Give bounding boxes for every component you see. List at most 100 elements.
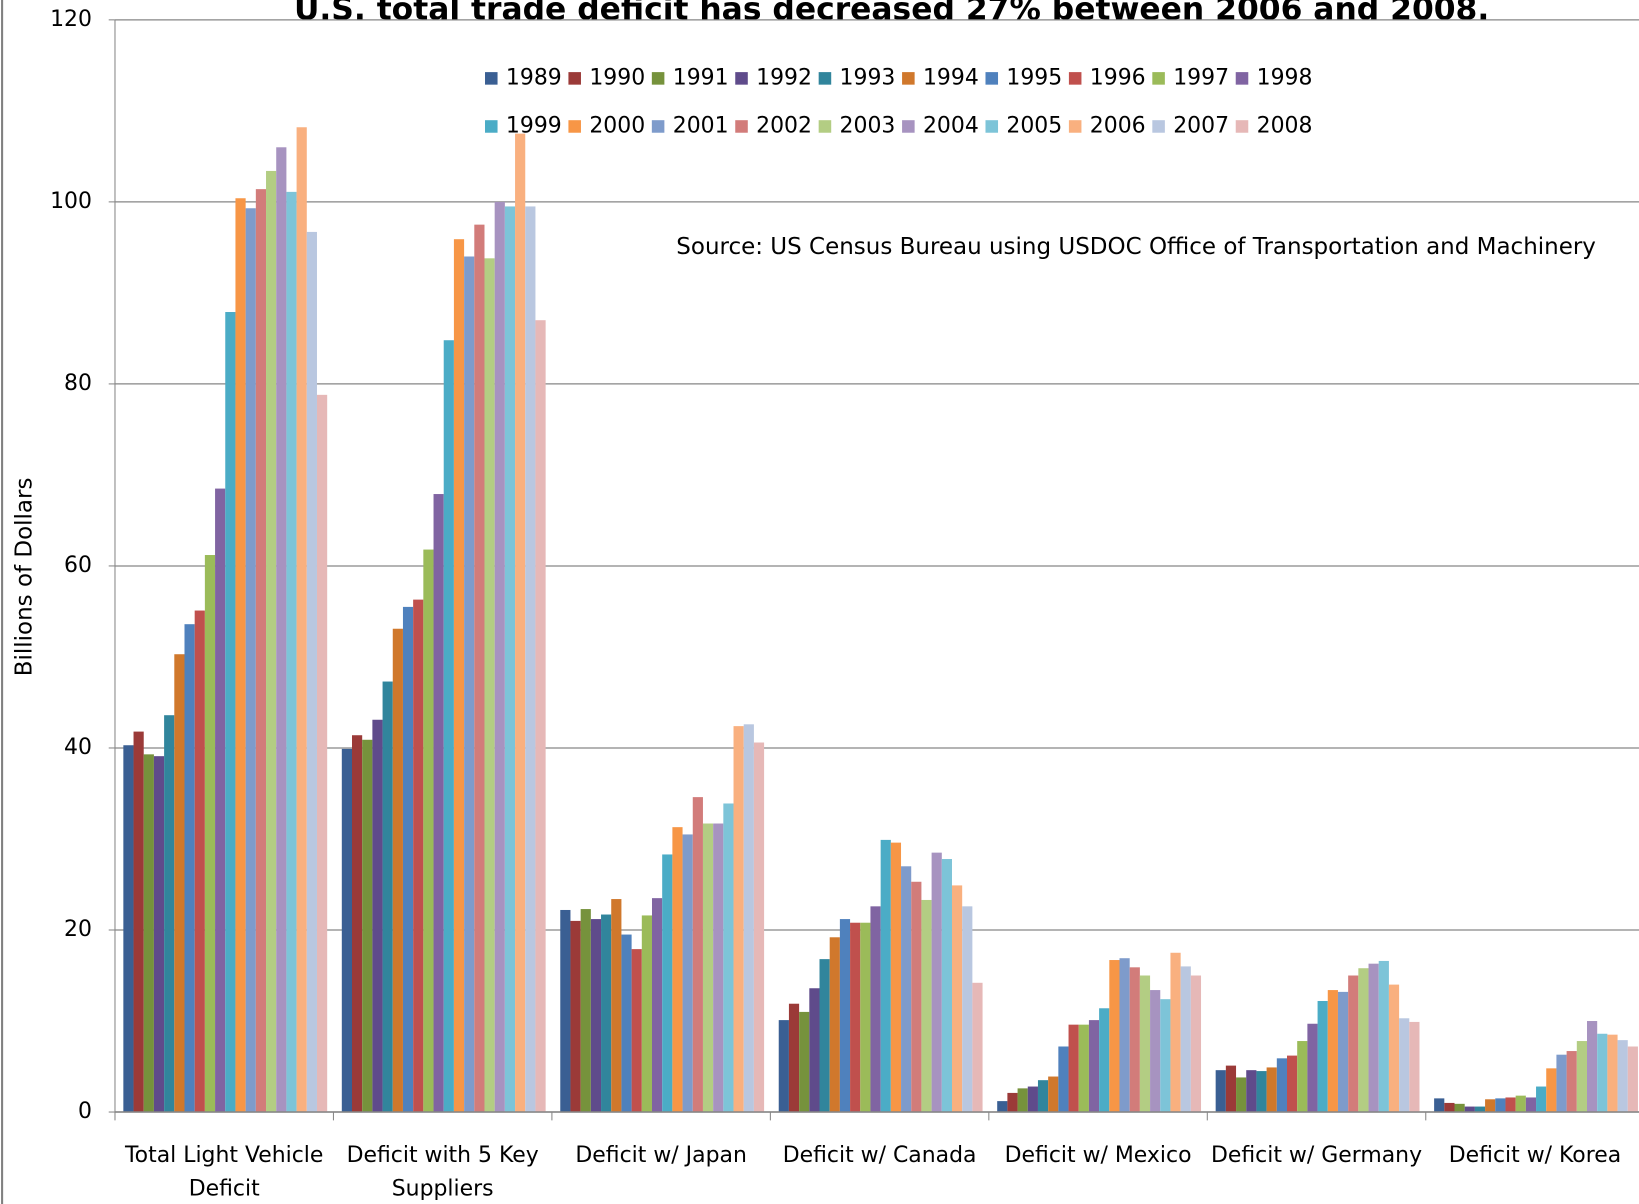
bar — [413, 599, 424, 1113]
bar — [474, 224, 485, 1113]
bar — [809, 988, 820, 1113]
y-tick-label: 80 — [64, 371, 92, 396]
legend-swatch — [985, 72, 999, 85]
bar — [1368, 963, 1379, 1113]
bar — [255, 189, 267, 1113]
x-tick-label: Deficit with 5 Key Suppliers — [347, 1143, 539, 1201]
bar — [1556, 1054, 1567, 1113]
bar — [1525, 1097, 1537, 1113]
bar — [382, 681, 393, 1113]
bar — [753, 742, 765, 1113]
bar — [788, 1003, 800, 1113]
bar — [266, 170, 277, 1113]
bar — [215, 488, 226, 1113]
bar — [1358, 968, 1369, 1113]
bar — [515, 133, 526, 1113]
legend-label: 1991 — [673, 65, 729, 90]
bar — [1099, 1008, 1110, 1113]
bar — [402, 606, 414, 1113]
bar — [1139, 975, 1151, 1113]
legend-swatch — [735, 120, 748, 133]
bar — [1246, 1070, 1257, 1113]
bar — [733, 726, 744, 1113]
bar — [1434, 1098, 1445, 1113]
bar — [702, 823, 714, 1113]
bar — [164, 715, 175, 1113]
bar — [225, 312, 236, 1113]
bar — [819, 959, 830, 1113]
legend-swatch — [651, 120, 665, 133]
x-tick-label: Deficit w/ Japan — [575, 1143, 746, 1168]
bar — [1190, 975, 1202, 1113]
bar — [1088, 1020, 1100, 1113]
bar — [1495, 1098, 1506, 1113]
bar — [870, 906, 881, 1113]
legend-label: 1990 — [589, 65, 645, 90]
bar — [743, 724, 754, 1113]
bar — [1388, 984, 1400, 1113]
bar — [1317, 1000, 1328, 1113]
bar — [997, 1101, 1008, 1113]
legend-label: 2004 — [923, 113, 979, 138]
bar — [245, 208, 256, 1113]
bar — [174, 654, 185, 1113]
bar — [1058, 1046, 1069, 1113]
bar — [1225, 1065, 1237, 1113]
legend-label: 2002 — [756, 113, 812, 138]
bar — [123, 745, 134, 1113]
legend-swatch — [568, 120, 581, 133]
bar — [1160, 999, 1171, 1113]
y-tick-label: 20 — [64, 917, 92, 942]
bar — [621, 934, 632, 1113]
bar — [1007, 1092, 1018, 1113]
bar — [1068, 1024, 1079, 1113]
legend-label: 2005 — [1006, 113, 1062, 138]
bar — [464, 256, 475, 1113]
bar — [1627, 1046, 1638, 1113]
bar — [829, 937, 840, 1113]
bar — [204, 555, 216, 1113]
legend-label: 1995 — [1006, 65, 1062, 90]
bar — [972, 982, 983, 1113]
bar — [890, 842, 902, 1113]
bar — [1109, 960, 1120, 1113]
legend-label: 2001 — [673, 113, 729, 138]
y-tick-label: 0 — [78, 1099, 92, 1124]
bar — [535, 320, 546, 1113]
legend-swatch — [1068, 120, 1082, 133]
bar — [662, 854, 673, 1113]
bar — [443, 340, 454, 1113]
legend-swatch — [902, 72, 915, 85]
bar — [1276, 1058, 1288, 1113]
bar — [372, 719, 383, 1113]
legend-swatch — [1152, 72, 1165, 85]
bar — [1266, 1067, 1277, 1113]
bar — [799, 1011, 810, 1113]
bar — [1597, 1033, 1608, 1113]
bar — [133, 731, 144, 1113]
bar — [1236, 1077, 1247, 1113]
bar — [1444, 1102, 1455, 1113]
bar — [494, 201, 505, 1113]
legend-swatch — [1235, 120, 1249, 133]
bar — [1129, 967, 1140, 1113]
legend-label: 1993 — [840, 65, 896, 90]
bar — [1327, 990, 1338, 1113]
bar — [1048, 1076, 1059, 1113]
y-axis-label: Billions of Dollars — [12, 478, 38, 677]
bar — [1215, 1070, 1226, 1113]
bar — [306, 231, 317, 1113]
bar — [341, 748, 352, 1113]
bar — [235, 198, 246, 1113]
bar — [611, 899, 622, 1113]
bar — [560, 909, 571, 1113]
bar — [723, 803, 734, 1113]
legend-label: 1992 — [756, 65, 812, 90]
bar — [839, 919, 851, 1113]
bar — [1464, 1106, 1475, 1113]
legend-swatch — [735, 72, 748, 85]
bar — [153, 756, 165, 1113]
bar — [570, 920, 581, 1113]
bar — [1287, 1055, 1298, 1113]
